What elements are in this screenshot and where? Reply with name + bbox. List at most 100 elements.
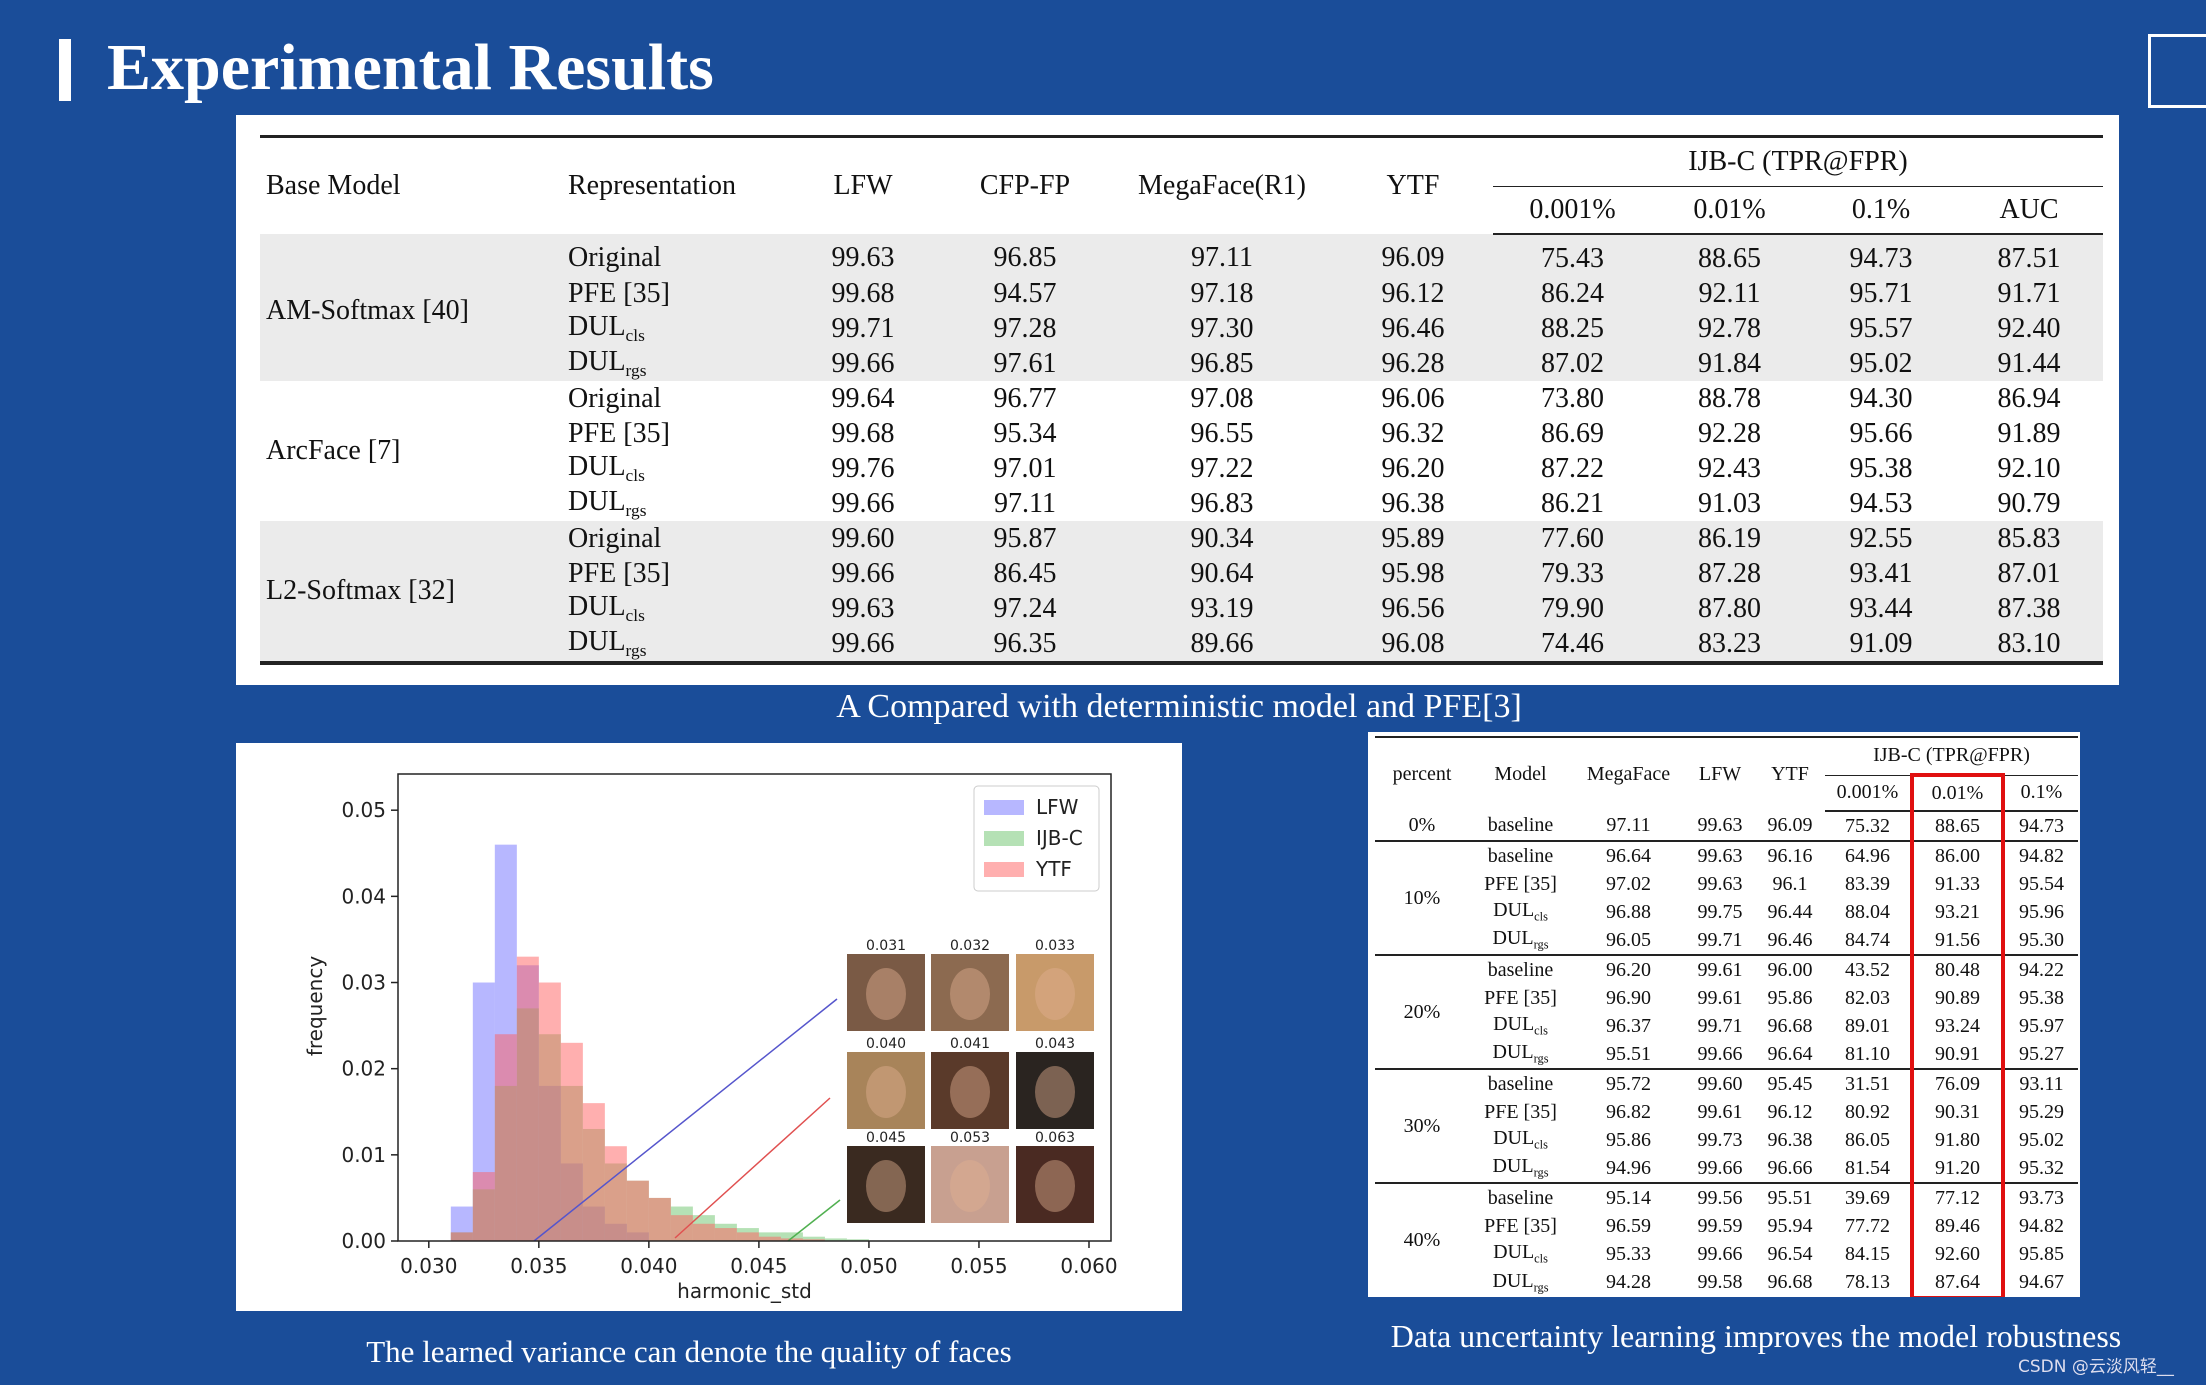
face-thumbnail <box>1016 1052 1094 1129</box>
value-cell: 87.80 <box>1652 591 1807 627</box>
label-subscript: cls <box>1534 1251 1548 1266</box>
thumbnail-label: 0.031 <box>866 938 906 954</box>
column-header: AUC <box>1955 186 2103 235</box>
value-cell: 89.66 <box>1111 626 1333 664</box>
value-cell: 90.79 <box>1997 487 2061 519</box>
label-base: DUL <box>568 451 626 483</box>
histogram-bar <box>846 1239 869 1241</box>
value-cell: 99.61 <box>1685 954 1755 984</box>
value-cell: 97.61 <box>939 346 1111 382</box>
value-cell: 75.43 <box>1493 234 1652 276</box>
value-cell: 99.66 <box>1697 1042 1743 1065</box>
value-cell: 97.08 <box>1190 382 1254 414</box>
caption: A Compared with deterministic model and … <box>836 688 1522 725</box>
guide-line <box>533 998 838 1242</box>
value-cell: 95.32 <box>2019 1156 2064 1179</box>
value-cell: 95.02 <box>2019 1128 2064 1151</box>
value-cell: 87.01 <box>1955 556 2103 592</box>
table-row: DULrgs 94.28 99.58 96.68 78.13 87.64 94.67 <box>1375 1268 2078 1297</box>
value-cell: 97.11 <box>994 487 1056 519</box>
guide-line <box>674 1097 831 1239</box>
table-row: PFE [35] 96.90 99.61 95.86 82.03 90.89 95.38 <box>1375 984 2078 1012</box>
value-cell: 96.08 <box>1333 626 1493 664</box>
column-header: MegaFace <box>1572 736 1685 811</box>
table-row: DULcls 95.86 99.73 96.38 86.05 91.80 95.02 <box>1375 1126 2078 1154</box>
value-cell: 96.83 <box>1190 487 1254 519</box>
value-cell: 91.09 <box>1807 626 1955 664</box>
value-cell: 74.46 <box>1493 626 1652 664</box>
value-cell: 75.32 <box>1845 814 1890 837</box>
value-cell: 96.59 <box>1606 1214 1651 1237</box>
value-cell: 86.69 <box>1541 417 1604 449</box>
value-cell: 39.69 <box>1825 1182 1912 1212</box>
value-cell: 92.10 <box>1997 452 2061 484</box>
value-cell: 99.66 <box>831 487 895 519</box>
value-cell: 97.02 <box>1606 872 1651 895</box>
value-cell: 99.66 <box>1697 1156 1743 1179</box>
value-cell: 96.46 <box>1333 311 1493 347</box>
value-cell: 93.11 <box>2003 1068 2078 1098</box>
value-cell: 96.88 <box>1606 900 1651 923</box>
thumbnail-label: 0.045 <box>866 1130 906 1146</box>
column-header: 0.01% <box>1910 773 2005 812</box>
table-row: DULrgs 99.66 96.35 89.66 96.08 74.46 83.23 91.0… <box>260 626 2103 664</box>
value-cell: 92.11 <box>1652 276 1807 311</box>
value-cell: 99.60 <box>1685 1068 1755 1098</box>
table-row: 0% baseline 97.11 99.63 96.09 75.32 88.65 94.73 <box>1375 811 2078 841</box>
logo-box <box>2148 34 2206 108</box>
value-cell: 96.09 <box>1333 234 1493 276</box>
face-shape <box>1035 1160 1075 1212</box>
x-tick-label: 0.045 <box>730 1254 787 1278</box>
value-cell: 96.32 <box>1381 417 1445 449</box>
value-cell: 97.24 <box>939 591 1111 627</box>
table-row: DULrgs 94.96 99.66 96.66 81.54 91.20 95.32 <box>1375 1154 2078 1183</box>
value-cell: 96.05 <box>1606 928 1651 951</box>
column-header: 0.1% <box>2003 775 2078 812</box>
value-cell: 96.20 <box>1572 954 1685 984</box>
guide-line <box>787 1199 841 1242</box>
model: baseline <box>1469 954 1572 984</box>
histogram-bar <box>450 1232 473 1241</box>
value-cell: 95.98 <box>1333 556 1493 592</box>
value-cell: 96.85 <box>1111 346 1333 382</box>
table-row: DULcls 96.37 99.71 96.68 89.01 93.24 95.97 <box>1375 1012 2078 1040</box>
value-cell: 96.35 <box>939 626 1111 664</box>
face-shape <box>866 1066 906 1118</box>
representation: PFE [35] <box>568 417 670 449</box>
value-cell: 84.15 <box>1845 1242 1890 1265</box>
column-header: 0.01% <box>1652 186 1807 235</box>
legend-label: IJB-C <box>1036 826 1083 850</box>
histogram-bar <box>516 956 539 1241</box>
value-cell: 97.18 <box>1111 276 1333 311</box>
value-cell: 94.30 <box>1849 382 1913 414</box>
column-header: CFP-FP <box>939 135 1111 234</box>
value-cell: 95.38 <box>1849 452 1913 484</box>
representation: DULrgs <box>562 346 787 382</box>
representation: Original <box>568 382 662 414</box>
legend-swatch <box>984 831 1024 846</box>
model: baseline <box>1469 840 1572 870</box>
representation: PFE [35] <box>562 556 787 592</box>
percent: 0% <box>1408 814 1436 836</box>
representation: DULrgs <box>562 626 787 664</box>
value-cell: 92.55 <box>1807 521 1955 557</box>
x-tick-label: 0.050 <box>840 1254 897 1278</box>
value-cell: 78.13 <box>1845 1270 1890 1293</box>
value-cell: 87.64 <box>1910 1268 2005 1297</box>
chart-panel: 0.030 0.035 0.040 0.045 0.050 0.055 0.060 0.00 0… <box>236 743 1182 1311</box>
value-cell: 91.84 <box>1652 346 1807 382</box>
column-header: 0.1% <box>1807 186 1955 235</box>
value-cell: 94.57 <box>939 276 1111 311</box>
value-cell: 86.00 <box>1910 840 2005 870</box>
table-row: 40% baseline 95.14 99.56 95.51 39.69 77.12 93.7… <box>1375 1182 2078 1297</box>
value-cell: 95.97 <box>2019 1014 2064 1037</box>
x-tick-label: 0.035 <box>510 1254 567 1278</box>
histogram-bar <box>472 1172 495 1241</box>
value-cell: 95.85 <box>2019 1242 2064 1265</box>
y-tick-label: 0.05 <box>341 798 386 822</box>
value-cell: 95.30 <box>2019 928 2064 951</box>
value-cell: 92.40 <box>1955 311 2103 347</box>
thumbnail-label: 0.040 <box>866 1036 906 1052</box>
value-cell: 96.46 <box>1767 928 1813 951</box>
value-cell: 99.61 <box>1697 1100 1743 1123</box>
